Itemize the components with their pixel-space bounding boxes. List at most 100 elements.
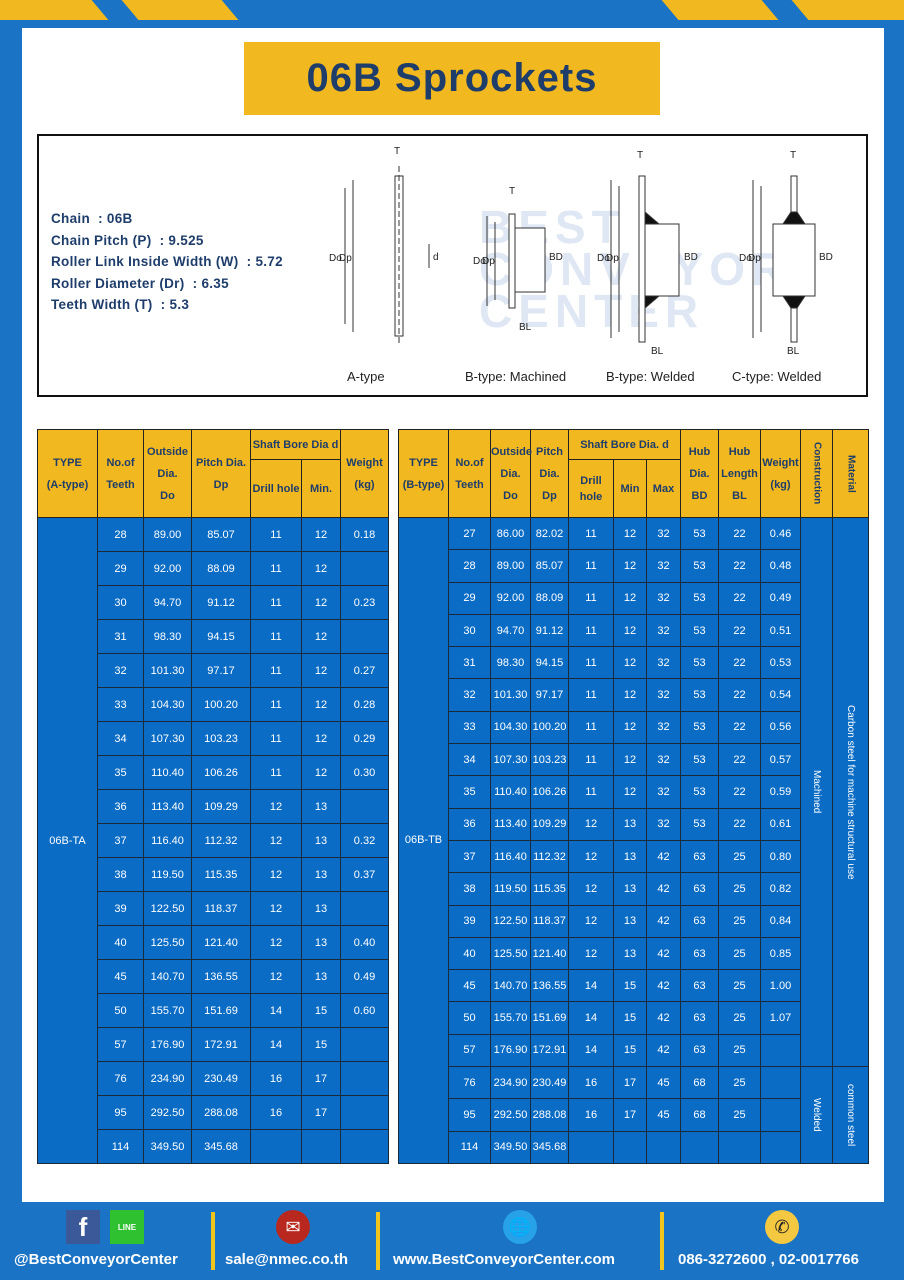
teeth-cell: 37 [97,823,144,858]
max-bore-cell [646,1130,681,1164]
teeth-cell: 50 [448,1001,491,1035]
drill-hole-cell: 14 [250,993,302,1028]
hub-dia-cell: 63 [680,872,719,906]
teeth-cell: 30 [448,613,491,648]
hub-length-cell: 22 [718,743,761,777]
svg-text:Do: Do [329,253,342,264]
decor-stripe [661,0,779,20]
weight-cell: 0.18 [340,517,390,552]
drill-hole-cell: 16 [568,1098,614,1132]
weight-cell [340,891,390,926]
header-weight: Weight (kg) [760,429,801,518]
teeth-cell: 50 [97,993,144,1028]
drill-hole-cell: 11 [568,743,614,777]
header-drill-hole: Drill hole [568,459,614,518]
min-bore-cell: 15 [300,993,342,1028]
max-bore-cell: 32 [646,678,681,712]
teeth-cell: 95 [97,1095,144,1130]
pitch-dia-cell: 112.32 [530,839,569,874]
pitch-dia-cell: 172.91 [191,1027,251,1062]
decor-stripe [121,0,239,20]
outside-dia-cell: 94.70 [490,613,531,648]
drill-hole-cell: 11 [250,653,302,688]
hub-length-cell: 25 [718,1066,761,1100]
outside-dia-cell: 349.50 [143,1129,192,1164]
email-link[interactable]: sale@nmec.co.th [225,1251,349,1268]
spec-chain: Chain : 06B [51,211,133,226]
drill-hole-cell: 16 [568,1066,614,1100]
min-bore-cell: 12 [300,551,342,586]
table-row: 06B-TA 28 89.00 85.07 11 12 0.18 [37,517,390,1164]
teeth-cell: 37 [448,839,491,874]
spec-inside-width: Roller Link Inside Width (W) : 5.72 [51,254,283,269]
svg-text:T: T [790,150,796,161]
min-bore-cell: 12 [300,687,342,722]
weight-cell: 0.54 [760,678,801,712]
teeth-cell: 57 [448,1033,491,1068]
outside-dia-cell: 98.30 [490,646,531,680]
header-type: TYPE (A-type) [37,429,98,518]
outside-dia-cell: 155.70 [490,1001,531,1035]
line-icon[interactable]: LINE [110,1210,144,1244]
spec-box: BEST CONVEYOR CENTER Chain : 06B Chain Pit… [37,134,868,397]
table-row: 32 101.30 97.17 11 12 0.27 [38,653,390,688]
facebook-icon[interactable]: f [66,1210,100,1244]
teeth-cell: 29 [448,581,491,615]
page-title: 06B Sprockets [244,42,660,115]
hub-length-cell: 22 [718,613,761,648]
outside-dia-cell: 349.50 [490,1130,531,1164]
pitch-dia-cell: 91.12 [530,613,569,648]
table-row: 57 176.90 172.91 14 15 42 63 25 [399,1033,869,1068]
svg-text:Dp: Dp [606,253,619,264]
min-bore-cell: 17 [300,1061,342,1096]
max-bore-cell: 45 [646,1066,681,1100]
pitch-dia-cell: 97.17 [191,653,251,688]
pitch-dia-cell: 151.69 [191,993,251,1028]
teeth-cell: 34 [448,743,491,777]
pitch-dia-cell: 91.12 [191,585,251,620]
drill-hole-cell: 11 [250,585,302,620]
drill-hole-cell: 14 [568,1001,614,1035]
min-bore-cell: 12 [300,721,342,756]
min-bore-cell: 13 [300,959,342,994]
hub-length-cell: 22 [718,807,761,841]
teeth-cell: 76 [448,1066,491,1100]
globe-icon: 🌐 [503,1210,537,1244]
svg-text:d: d [433,252,439,263]
table-row: 29 92.00 88.09 11 12 32 53 22 0.49 [399,581,869,615]
table-row: 76 234.90 230.49 16 17 [38,1061,390,1096]
construction-welded: Welded [800,1066,833,1164]
min-bore-cell: 13 [613,936,647,971]
material-carbon-steel: Carbon steel for machine structural use [832,516,869,1068]
caption-a-type: A-type [347,369,385,384]
teeth-cell: 40 [97,925,144,960]
min-bore-cell: 12 [613,775,647,809]
hub-dia-cell: 53 [680,807,719,841]
hub-dia-cell: 53 [680,646,719,680]
website-link[interactable]: www.BestConveyorCenter.com [393,1251,616,1268]
teeth-cell: 39 [97,891,144,926]
svg-text:Do: Do [739,253,752,264]
hub-dia-cell: 53 [680,775,719,809]
social-handle[interactable]: @BestConveyorCenter [14,1251,178,1268]
outside-dia-cell: 234.90 [143,1061,192,1096]
drill-hole-cell: 11 [250,721,302,756]
hub-dia-cell: 68 [680,1066,719,1100]
phone-numbers[interactable]: 086-3272600 , 02-0017766 [678,1251,859,1268]
weight-cell [760,1130,801,1164]
table-row: 95 292.50 288.08 16 17 45 68 25 [399,1098,869,1132]
outside-dia-cell: 110.40 [490,775,531,809]
hub-length-cell [718,1130,761,1164]
header-min: Min. [300,459,342,518]
min-bore-cell: 13 [613,904,647,938]
table-row: 114 349.50 345.68 [38,1129,390,1164]
pitch-dia-cell: 109.29 [191,789,251,824]
svg-text:BD: BD [819,252,833,263]
weight-cell: 0.46 [760,516,801,551]
pitch-dia-cell: 118.37 [530,904,569,938]
header-min: Min [613,459,647,518]
teeth-cell: 34 [97,721,144,756]
min-bore-cell: 12 [300,653,342,688]
drill-hole-cell: 12 [568,839,614,874]
table-row: 38 119.50 115.35 12 13 42 63 25 0.82 [399,872,869,906]
